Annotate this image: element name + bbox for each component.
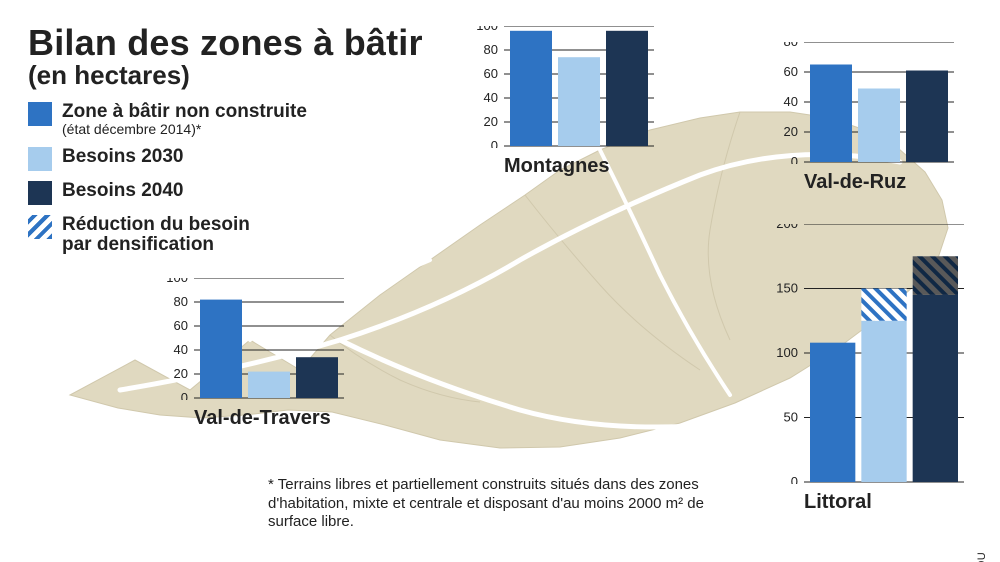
svg-text:0: 0 [491, 138, 498, 148]
svg-text:100: 100 [476, 26, 498, 33]
chart-val-de-ruz: 0 20 40 60 80 Val-de-Ruz [770, 42, 954, 194]
swatch-besoins-2040 [28, 181, 52, 205]
legend-label: Besoins 2040 [62, 181, 183, 201]
legend-label: Zone à bâtir non construite (état décemb… [62, 102, 307, 137]
swatch-zone-non-construite [28, 102, 52, 126]
svg-text:100: 100 [166, 278, 188, 285]
svg-text:150: 150 [776, 281, 798, 296]
chart-title: Littoral [804, 491, 964, 514]
chart-littoral: 0 50 100 150 200 Littoral [770, 224, 964, 514]
svg-text:80: 80 [174, 294, 188, 309]
svg-text:60: 60 [484, 66, 498, 81]
bar [810, 343, 855, 482]
legend-label: Besoins 2030 [62, 147, 183, 167]
page-title: Bilan des zones à bâtir [28, 22, 423, 64]
footnote: * Terrains libres et partiellement const… [268, 476, 708, 532]
bar-densification [861, 289, 906, 321]
bar [200, 300, 242, 398]
svg-text:20: 20 [484, 114, 498, 129]
legend: Zone à bâtir non construite (état décemb… [28, 102, 307, 265]
chart-title: Val-de-Travers [194, 407, 344, 430]
bar [861, 321, 906, 482]
bar [906, 71, 948, 163]
svg-text:60: 60 [174, 318, 188, 333]
swatch-besoins-2030 [28, 147, 52, 171]
legend-item: Besoins 2040 [28, 181, 307, 205]
chart-title: Montagnes [504, 155, 654, 178]
swatch-densification [28, 215, 52, 239]
bar [558, 57, 600, 146]
svg-text:40: 40 [484, 90, 498, 105]
chart-montagnes: 0 20 40 60 80 100 Montagnes [470, 26, 654, 178]
title-block: Bilan des zones à bâtir (en hectares) [28, 22, 423, 91]
svg-text:200: 200 [776, 224, 798, 231]
page-subtitle: (en hectares) [28, 60, 423, 91]
svg-text:50: 50 [784, 410, 798, 425]
svg-text:20: 20 [174, 366, 188, 381]
bar [606, 31, 648, 146]
bar [913, 295, 958, 482]
bar [858, 89, 900, 163]
legend-item: Réduction du besoin par densification [28, 215, 307, 255]
svg-text:40: 40 [174, 342, 188, 357]
legend-label: Réduction du besoin par densification [62, 215, 250, 255]
legend-item: Zone à bâtir non construite (état décemb… [28, 102, 307, 137]
svg-text:0: 0 [791, 154, 798, 164]
svg-text:20: 20 [784, 124, 798, 139]
svg-text:0: 0 [791, 474, 798, 484]
bar [296, 357, 338, 398]
legend-item: Besoins 2030 [28, 147, 307, 171]
bar [810, 65, 852, 163]
svg-text:60: 60 [784, 64, 798, 79]
svg-text:100: 100 [776, 345, 798, 360]
bar [510, 31, 552, 146]
svg-text:0: 0 [181, 390, 188, 400]
bar [248, 372, 290, 398]
chart-title: Val-de-Ruz [804, 171, 954, 194]
chart-val-de-travers: 0 20 40 60 80 100 Val-de-Travers [160, 278, 344, 430]
svg-text:80: 80 [484, 42, 498, 57]
svg-text:80: 80 [784, 42, 798, 49]
source-credit: SOURCE: SERVICE DE L'AMÉNAGEMENT DU TERR… [976, 552, 988, 562]
svg-text:40: 40 [784, 94, 798, 109]
